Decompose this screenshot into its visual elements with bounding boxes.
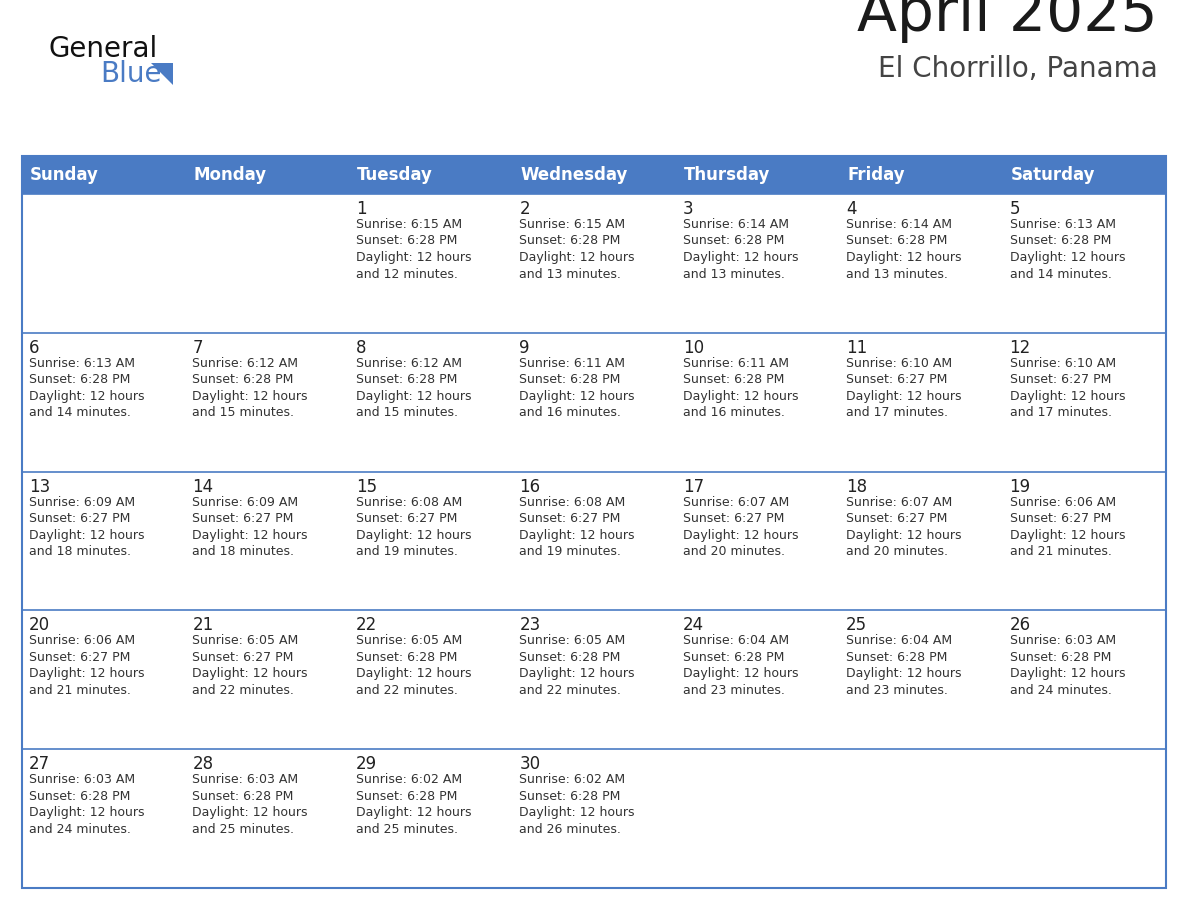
Text: Sunrise: 6:11 AM
Sunset: 6:28 PM
Daylight: 12 hours
and 16 minutes.: Sunrise: 6:11 AM Sunset: 6:28 PM Dayligh… [519,357,634,420]
Text: 12: 12 [1010,339,1031,357]
Text: April 2025: April 2025 [858,0,1158,43]
Text: 26: 26 [1010,616,1031,634]
Text: Sunrise: 6:14 AM
Sunset: 6:28 PM
Daylight: 12 hours
and 13 minutes.: Sunrise: 6:14 AM Sunset: 6:28 PM Dayligh… [846,218,961,281]
Text: Monday: Monday [194,166,266,184]
Text: 29: 29 [356,756,377,773]
Text: Sunrise: 6:03 AM
Sunset: 6:28 PM
Daylight: 12 hours
and 24 minutes.: Sunrise: 6:03 AM Sunset: 6:28 PM Dayligh… [29,773,145,835]
Text: 25: 25 [846,616,867,634]
Text: 15: 15 [356,477,377,496]
Text: Sunrise: 6:06 AM
Sunset: 6:27 PM
Daylight: 12 hours
and 21 minutes.: Sunrise: 6:06 AM Sunset: 6:27 PM Dayligh… [29,634,145,697]
Text: 5: 5 [1010,200,1020,218]
Text: Sunrise: 6:09 AM
Sunset: 6:27 PM
Daylight: 12 hours
and 18 minutes.: Sunrise: 6:09 AM Sunset: 6:27 PM Dayligh… [29,496,145,558]
Text: 28: 28 [192,756,214,773]
Text: 20: 20 [29,616,50,634]
Text: 1: 1 [356,200,366,218]
Text: 30: 30 [519,756,541,773]
Text: Sunrise: 6:13 AM
Sunset: 6:28 PM
Daylight: 12 hours
and 14 minutes.: Sunrise: 6:13 AM Sunset: 6:28 PM Dayligh… [1010,218,1125,281]
Text: Sunrise: 6:07 AM
Sunset: 6:27 PM
Daylight: 12 hours
and 20 minutes.: Sunrise: 6:07 AM Sunset: 6:27 PM Dayligh… [683,496,798,558]
Text: Sunrise: 6:07 AM
Sunset: 6:27 PM
Daylight: 12 hours
and 20 minutes.: Sunrise: 6:07 AM Sunset: 6:27 PM Dayligh… [846,496,961,558]
Text: 27: 27 [29,756,50,773]
Text: 22: 22 [356,616,377,634]
Text: 6: 6 [29,339,39,357]
Polygon shape [151,63,173,85]
Text: Sunrise: 6:08 AM
Sunset: 6:27 PM
Daylight: 12 hours
and 19 minutes.: Sunrise: 6:08 AM Sunset: 6:27 PM Dayligh… [356,496,472,558]
Text: El Chorrillo, Panama: El Chorrillo, Panama [878,55,1158,83]
Text: 3: 3 [683,200,694,218]
Text: 23: 23 [519,616,541,634]
Text: 4: 4 [846,200,857,218]
Text: Wednesday: Wednesday [520,166,627,184]
Text: Saturday: Saturday [1011,166,1095,184]
Text: Thursday: Thursday [684,166,770,184]
Text: Sunrise: 6:06 AM
Sunset: 6:27 PM
Daylight: 12 hours
and 21 minutes.: Sunrise: 6:06 AM Sunset: 6:27 PM Dayligh… [1010,496,1125,558]
Text: Sunrise: 6:10 AM
Sunset: 6:27 PM
Daylight: 12 hours
and 17 minutes.: Sunrise: 6:10 AM Sunset: 6:27 PM Dayligh… [846,357,961,420]
Text: Friday: Friday [847,166,905,184]
Text: 14: 14 [192,477,214,496]
Bar [23,156,1165,888]
Text: Sunrise: 6:02 AM
Sunset: 6:28 PM
Daylight: 12 hours
and 25 minutes.: Sunrise: 6:02 AM Sunset: 6:28 PM Dayligh… [356,773,472,835]
Text: Sunrise: 6:05 AM
Sunset: 6:28 PM
Daylight: 12 hours
and 22 minutes.: Sunrise: 6:05 AM Sunset: 6:28 PM Dayligh… [356,634,472,697]
Text: 19: 19 [1010,477,1031,496]
Text: 11: 11 [846,339,867,357]
Text: Sunrise: 6:03 AM
Sunset: 6:28 PM
Daylight: 12 hours
and 24 minutes.: Sunrise: 6:03 AM Sunset: 6:28 PM Dayligh… [1010,634,1125,697]
Text: General: General [48,35,157,63]
Text: 10: 10 [683,339,703,357]
Text: 7: 7 [192,339,203,357]
Text: Sunrise: 6:08 AM
Sunset: 6:27 PM
Daylight: 12 hours
and 19 minutes.: Sunrise: 6:08 AM Sunset: 6:27 PM Dayligh… [519,496,634,558]
Text: 24: 24 [683,616,703,634]
Text: Sunrise: 6:09 AM
Sunset: 6:27 PM
Daylight: 12 hours
and 18 minutes.: Sunrise: 6:09 AM Sunset: 6:27 PM Dayligh… [192,496,308,558]
Text: Sunrise: 6:05 AM
Sunset: 6:28 PM
Daylight: 12 hours
and 22 minutes.: Sunrise: 6:05 AM Sunset: 6:28 PM Dayligh… [519,634,634,697]
Text: Sunrise: 6:04 AM
Sunset: 6:28 PM
Daylight: 12 hours
and 23 minutes.: Sunrise: 6:04 AM Sunset: 6:28 PM Dayligh… [683,634,798,697]
Text: Sunrise: 6:04 AM
Sunset: 6:28 PM
Daylight: 12 hours
and 23 minutes.: Sunrise: 6:04 AM Sunset: 6:28 PM Dayligh… [846,634,961,697]
Text: Sunrise: 6:02 AM
Sunset: 6:28 PM
Daylight: 12 hours
and 26 minutes.: Sunrise: 6:02 AM Sunset: 6:28 PM Dayligh… [519,773,634,835]
Text: 9: 9 [519,339,530,357]
Text: 16: 16 [519,477,541,496]
Text: Blue: Blue [100,60,162,88]
Bar [23,194,1165,333]
Text: 18: 18 [846,477,867,496]
Text: Sunrise: 6:15 AM
Sunset: 6:28 PM
Daylight: 12 hours
and 12 minutes.: Sunrise: 6:15 AM Sunset: 6:28 PM Dayligh… [356,218,472,281]
Bar [23,472,1165,610]
Text: 21: 21 [192,616,214,634]
Text: Tuesday: Tuesday [356,166,432,184]
Bar [23,156,1165,194]
Text: 8: 8 [356,339,366,357]
Text: Sunrise: 6:14 AM
Sunset: 6:28 PM
Daylight: 12 hours
and 13 minutes.: Sunrise: 6:14 AM Sunset: 6:28 PM Dayligh… [683,218,798,281]
Bar [23,749,1165,888]
Bar [23,333,1165,472]
Text: Sunrise: 6:12 AM
Sunset: 6:28 PM
Daylight: 12 hours
and 15 minutes.: Sunrise: 6:12 AM Sunset: 6:28 PM Dayligh… [356,357,472,420]
Text: Sunrise: 6:11 AM
Sunset: 6:28 PM
Daylight: 12 hours
and 16 minutes.: Sunrise: 6:11 AM Sunset: 6:28 PM Dayligh… [683,357,798,420]
Text: Sunrise: 6:13 AM
Sunset: 6:28 PM
Daylight: 12 hours
and 14 minutes.: Sunrise: 6:13 AM Sunset: 6:28 PM Dayligh… [29,357,145,420]
Text: Sunrise: 6:12 AM
Sunset: 6:28 PM
Daylight: 12 hours
and 15 minutes.: Sunrise: 6:12 AM Sunset: 6:28 PM Dayligh… [192,357,308,420]
Text: Sunrise: 6:05 AM
Sunset: 6:27 PM
Daylight: 12 hours
and 22 minutes.: Sunrise: 6:05 AM Sunset: 6:27 PM Dayligh… [192,634,308,697]
Text: 13: 13 [29,477,50,496]
Text: Sunrise: 6:03 AM
Sunset: 6:28 PM
Daylight: 12 hours
and 25 minutes.: Sunrise: 6:03 AM Sunset: 6:28 PM Dayligh… [192,773,308,835]
Text: Sunrise: 6:15 AM
Sunset: 6:28 PM
Daylight: 12 hours
and 13 minutes.: Sunrise: 6:15 AM Sunset: 6:28 PM Dayligh… [519,218,634,281]
Text: Sunrise: 6:10 AM
Sunset: 6:27 PM
Daylight: 12 hours
and 17 minutes.: Sunrise: 6:10 AM Sunset: 6:27 PM Dayligh… [1010,357,1125,420]
Text: 2: 2 [519,200,530,218]
Bar [23,610,1165,749]
Text: 17: 17 [683,477,703,496]
Text: Sunday: Sunday [30,166,99,184]
